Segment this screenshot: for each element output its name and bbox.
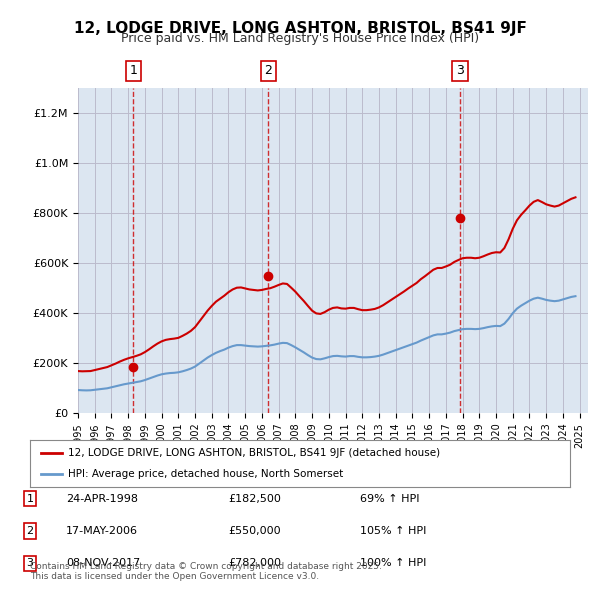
Text: 1: 1	[130, 64, 137, 77]
Text: 12, LODGE DRIVE, LONG ASHTON, BRISTOL, BS41 9JF: 12, LODGE DRIVE, LONG ASHTON, BRISTOL, B…	[74, 21, 526, 35]
Text: 69% ↑ HPI: 69% ↑ HPI	[360, 494, 419, 503]
Text: 3: 3	[456, 64, 464, 77]
Text: HPI: Average price, detached house, North Somerset: HPI: Average price, detached house, Nort…	[68, 468, 343, 478]
Text: 2: 2	[26, 526, 34, 536]
Text: 1: 1	[26, 494, 34, 503]
Text: £550,000: £550,000	[228, 526, 281, 536]
Text: 3: 3	[26, 559, 34, 568]
Text: 17-MAY-2006: 17-MAY-2006	[66, 526, 138, 536]
Text: 08-NOV-2017: 08-NOV-2017	[66, 559, 140, 568]
Text: 12, LODGE DRIVE, LONG ASHTON, BRISTOL, BS41 9JF (detached house): 12, LODGE DRIVE, LONG ASHTON, BRISTOL, B…	[68, 448, 440, 458]
Text: Contains HM Land Registry data © Crown copyright and database right 2025.
This d: Contains HM Land Registry data © Crown c…	[30, 562, 382, 581]
Text: £782,000: £782,000	[228, 559, 281, 568]
Text: £182,500: £182,500	[228, 494, 281, 503]
Text: 100% ↑ HPI: 100% ↑ HPI	[360, 559, 427, 568]
Text: Price paid vs. HM Land Registry's House Price Index (HPI): Price paid vs. HM Land Registry's House …	[121, 32, 479, 45]
Text: 2: 2	[265, 64, 272, 77]
Text: 105% ↑ HPI: 105% ↑ HPI	[360, 526, 427, 536]
Text: 24-APR-1998: 24-APR-1998	[66, 494, 138, 503]
